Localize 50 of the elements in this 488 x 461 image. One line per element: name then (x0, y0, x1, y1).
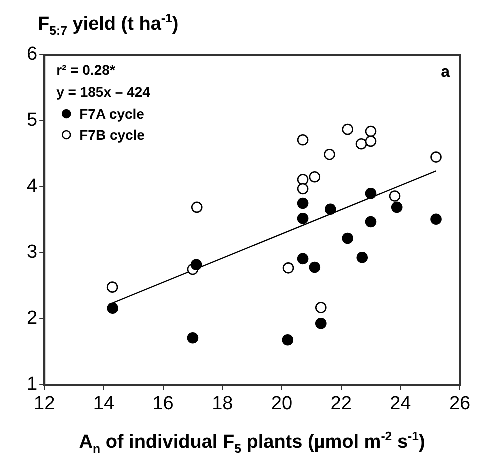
point (107, 302, 118, 314)
point (365, 188, 377, 200)
point (365, 126, 377, 138)
point (309, 262, 321, 274)
y-tick-label: 5 (27, 110, 38, 132)
point (106, 282, 118, 293)
point (282, 262, 294, 274)
point (365, 136, 377, 148)
y-tick-label: 4 (27, 176, 38, 198)
point (315, 318, 327, 330)
point (187, 332, 199, 344)
x-tick-label: 14 (93, 394, 115, 415)
x-tick-label: 22 (330, 394, 352, 415)
point (297, 198, 309, 210)
point (389, 190, 401, 202)
point (297, 213, 309, 224)
point (365, 216, 377, 228)
x-tick-label: 12 (34, 394, 56, 415)
x-tick-label: 24 (390, 394, 412, 415)
point (297, 253, 309, 265)
y-tick-label: 1 (27, 374, 38, 396)
annotation: y = 185x – 424 (56, 84, 151, 100)
point (190, 259, 202, 271)
point (356, 252, 368, 264)
point (356, 138, 368, 150)
point (309, 171, 321, 183)
y-tick-label: 3 (27, 242, 38, 264)
legend-label: F7B cycle (80, 127, 146, 143)
x-tick-label: 18 (212, 394, 234, 415)
point (430, 152, 442, 163)
point (391, 202, 403, 214)
point (297, 183, 309, 195)
legend-label: F7A cycle (80, 106, 145, 122)
point (430, 214, 442, 225)
annotation: r² = 0.28* (56, 62, 116, 78)
point (282, 334, 294, 346)
point (297, 174, 309, 186)
x-tick-label: 20 (271, 394, 293, 415)
y-tick-label: 6 (27, 44, 38, 66)
point (324, 149, 336, 160)
point (342, 232, 354, 244)
point (191, 202, 203, 214)
point (297, 134, 309, 146)
point (315, 302, 327, 314)
x-tick-label: 16 (152, 394, 174, 415)
point (342, 124, 354, 136)
annotation: a (441, 64, 450, 81)
x-tick-label: 26 (449, 394, 471, 415)
point (324, 204, 336, 216)
y-tick-label: 2 (27, 308, 38, 330)
